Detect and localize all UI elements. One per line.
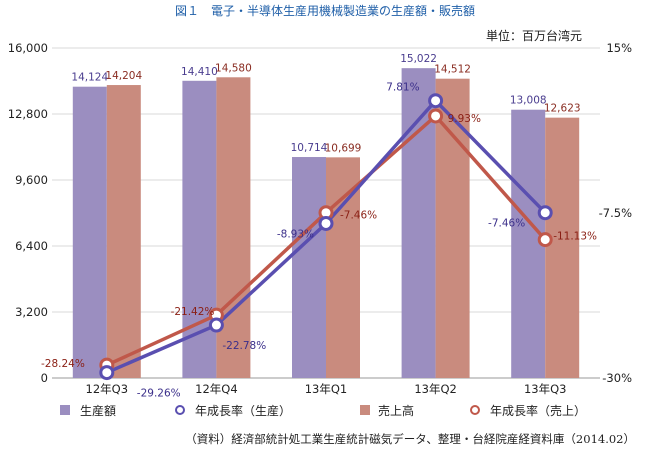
production-growth-label: -7.46% bbox=[488, 218, 525, 230]
bar-sales-label: 14,580 bbox=[215, 62, 252, 74]
legend-item-sales-growth: 年成長率（売上） bbox=[470, 403, 586, 418]
bar-sales-label: 10,699 bbox=[325, 142, 362, 154]
left-tick-label: 0 bbox=[41, 371, 48, 385]
bar-sales-label: 12,623 bbox=[544, 103, 581, 115]
line-labels: -29.26% -22.78% -8.93% 7.81% -7.46% -28.24% -2… bbox=[41, 82, 597, 400]
right-tick-label: -7.5% bbox=[599, 206, 632, 220]
left-tick-label: 9,600 bbox=[15, 173, 48, 187]
bar-production bbox=[292, 157, 326, 378]
production-growth-marker bbox=[428, 93, 444, 109]
bar-sales-label: 14,512 bbox=[434, 64, 471, 76]
sales-growth-marker bbox=[428, 108, 444, 124]
production-growth-marker bbox=[537, 205, 553, 221]
legend-item-production-growth: 年成長率（生産） bbox=[175, 403, 291, 418]
bar-production-label: 15,022 bbox=[400, 53, 437, 65]
left-tick-label: 12,800 bbox=[8, 107, 48, 121]
bar-sales-label: 14,204 bbox=[105, 70, 142, 82]
category-labels: 12年Q3 12年Q4 13年Q1 13年Q2 13年Q3 bbox=[86, 382, 567, 396]
legend-label-production-growth: 年成長率（生産） bbox=[195, 403, 291, 418]
sales-growth-label: 9.93% bbox=[448, 113, 481, 125]
bar-sales bbox=[216, 77, 251, 378]
bar-production bbox=[72, 86, 107, 378]
production-growth-label: -29.26% bbox=[137, 388, 181, 400]
bar-sales bbox=[545, 117, 580, 378]
left-tick-label: 6,400 bbox=[15, 239, 48, 253]
bar-production-label: 13,008 bbox=[510, 95, 547, 107]
legend-marker-production-growth bbox=[175, 405, 185, 415]
legend-label-production: 生産額 bbox=[80, 403, 116, 418]
legend-marker-sales-growth bbox=[470, 405, 480, 415]
left-tick-label: 3,200 bbox=[15, 305, 48, 319]
bar-production-label: 14,124 bbox=[71, 72, 108, 84]
production-growth-label: -8.93% bbox=[277, 228, 314, 240]
unit-label: 単位：百万台湾元 bbox=[486, 28, 582, 43]
category-label: 13年Q3 bbox=[524, 382, 567, 396]
line-group bbox=[99, 93, 553, 381]
left-tick-label: 16,000 bbox=[8, 41, 48, 55]
source-note: （資料）経済部統計処工業生産統計磁気データ、整理・台経院産経資料庫（2014.0… bbox=[185, 432, 635, 446]
sales-growth-label: -7.46% bbox=[340, 210, 377, 222]
legend-swatch-sales bbox=[360, 405, 370, 415]
bar-production-label: 14,410 bbox=[181, 66, 218, 78]
production-growth-marker bbox=[318, 215, 334, 231]
production-growth-marker bbox=[208, 317, 224, 333]
legend-label-sales-growth: 年成長率（売上） bbox=[490, 403, 586, 418]
sales-growth-marker bbox=[537, 232, 553, 248]
right-tick-label: -30% bbox=[602, 371, 632, 385]
production-growth-marker bbox=[99, 365, 115, 381]
left-axis-ticks: 0 3,200 6,400 9,600 12,800 16,000 bbox=[8, 41, 48, 385]
category-label: 13年Q2 bbox=[414, 382, 457, 396]
production-growth-label: -22.78% bbox=[222, 340, 266, 352]
sales-growth-label: -21.42% bbox=[171, 306, 215, 318]
category-label: 12年Q3 bbox=[86, 382, 129, 396]
sales-growth-label: -11.13% bbox=[553, 231, 597, 243]
category-label: 12年Q4 bbox=[195, 382, 238, 396]
bar-production-label: 10,714 bbox=[291, 142, 328, 154]
bar-group bbox=[72, 68, 580, 379]
production-growth-label: 7.81% bbox=[386, 82, 419, 94]
right-axis-ticks: -30% -7.5% 15% bbox=[599, 41, 632, 385]
sales-growth-label: -28.24% bbox=[41, 358, 85, 370]
legend-swatch-production bbox=[60, 405, 70, 415]
right-tick-label: 15% bbox=[606, 41, 632, 55]
legend: 生産額 年成長率（生産） 売上高 年成長率（売上） bbox=[60, 403, 586, 418]
bar-sales bbox=[106, 85, 141, 378]
legend-item-sales: 売上高 bbox=[360, 403, 414, 418]
category-label: 13年Q1 bbox=[305, 382, 348, 396]
legend-item-production: 生産額 bbox=[60, 403, 116, 418]
legend-label-sales: 売上高 bbox=[378, 403, 414, 418]
chart-title: 図１ 電子・半導体生産用機械製造業の生産額・販売額 bbox=[175, 3, 475, 18]
